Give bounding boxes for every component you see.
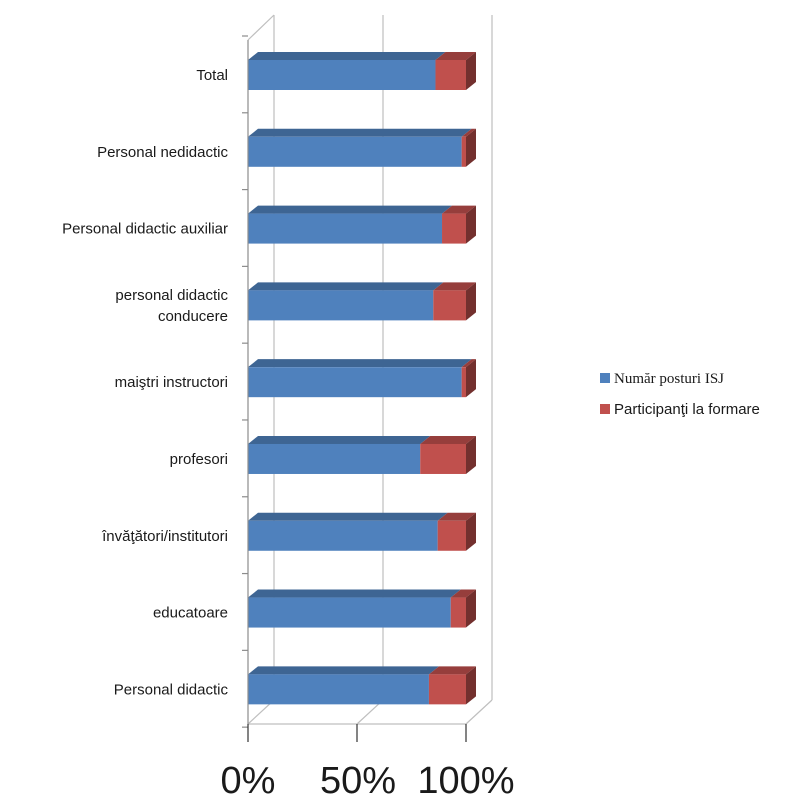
value-tick-label: 100% bbox=[417, 760, 514, 802]
bar-segment bbox=[248, 52, 446, 90]
bar-segment bbox=[248, 282, 444, 321]
value-tick-label: 0% bbox=[221, 760, 276, 802]
legend-label: Număr posturi ISJ bbox=[614, 371, 724, 387]
legend-swatch bbox=[600, 373, 610, 383]
bar-segment bbox=[248, 359, 472, 398]
value-tick-label: 50% bbox=[320, 760, 396, 802]
legend: Număr posturi ISJ Participanţi la formare bbox=[600, 371, 760, 418]
legend-item: Număr posturi ISJ bbox=[600, 371, 724, 387]
bar-series-group bbox=[248, 52, 476, 705]
legend-item: Participanţi la formare bbox=[600, 401, 760, 418]
category-label: Personal didactic bbox=[114, 681, 229, 698]
bar-segment bbox=[461, 359, 476, 398]
bar-segment bbox=[248, 205, 453, 244]
bar-segment bbox=[435, 52, 476, 90]
bar-segment bbox=[433, 282, 476, 321]
bar-segment bbox=[461, 128, 476, 167]
category-labels: Total Personal nedidactic Personal didacti… bbox=[62, 67, 228, 698]
bar-segment bbox=[248, 666, 439, 705]
bar-segment bbox=[428, 666, 476, 705]
bar-segment bbox=[450, 589, 476, 628]
category-label: Personal didactic auxiliar bbox=[62, 221, 228, 238]
bar-segment bbox=[442, 205, 476, 244]
wall-edge bbox=[247, 14, 275, 41]
category-label: educatoare bbox=[153, 605, 228, 622]
category-label: personal didactic conducere bbox=[115, 287, 228, 325]
bar-segment bbox=[248, 435, 431, 474]
category-label: profesori bbox=[170, 451, 228, 468]
value-axis: 0% 50% 100% bbox=[221, 724, 515, 802]
category-label: maiştri instructori bbox=[115, 374, 228, 391]
bar-segment bbox=[248, 128, 472, 167]
category-label: învăţători/institutori bbox=[101, 528, 228, 545]
floor-gridline bbox=[465, 699, 493, 725]
legend-swatch bbox=[600, 404, 610, 414]
category-axis bbox=[242, 35, 249, 728]
category-label: Total bbox=[196, 67, 228, 84]
bar-segment bbox=[420, 435, 476, 474]
category-label: Personal nedidactic bbox=[97, 144, 228, 161]
bar-segment bbox=[248, 512, 448, 551]
bar-segment bbox=[248, 589, 461, 628]
bar-segment bbox=[437, 512, 476, 551]
legend-label: Participanţi la formare bbox=[614, 401, 760, 418]
